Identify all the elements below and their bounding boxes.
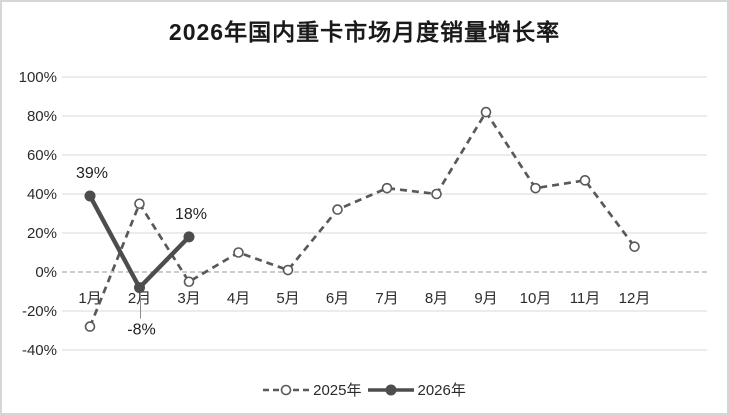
legend-label-2026: 2026年 (417, 382, 466, 399)
y-axis-tick-label: -20% (22, 303, 57, 320)
chart-legend: 2025年 2026年 (2, 379, 727, 400)
y-axis-tick-label: 20% (27, 225, 57, 242)
x-axis-tick-label: 12月 (619, 290, 651, 307)
y-axis-tick-label: 80% (27, 108, 57, 125)
data-point-marker (431, 188, 442, 200)
y-axis-tick-label: 40% (27, 186, 57, 203)
x-axis-tick-label: 3月 (177, 290, 200, 307)
data-point-marker (530, 182, 541, 194)
data-point-marker (282, 264, 294, 276)
data-point-marker (84, 321, 96, 332)
data-label: -8% (127, 322, 155, 339)
x-axis-tick-label: 2月 (128, 290, 151, 307)
data-point-marker (480, 106, 492, 118)
data-point-marker (183, 231, 195, 243)
data-point-marker (134, 282, 145, 294)
x-axis-tick-label: 4月 (227, 290, 250, 307)
x-axis-tick-label: 7月 (375, 290, 398, 307)
y-axis-tick-label: 100% (19, 69, 57, 86)
data-point-marker (84, 190, 96, 202)
series-line-2025年 (88, 110, 636, 328)
legend-item-2025: 2025年 (263, 379, 362, 400)
data-point-marker (134, 198, 145, 210)
x-axis-tick-label: 1月 (78, 290, 101, 307)
solid-line-filled-circle-icon (367, 384, 414, 395)
data-point-marker (183, 276, 195, 288)
y-axis-tick-label: -40% (22, 342, 57, 359)
dashed-line-open-circle-icon (263, 384, 310, 395)
x-axis-tick-label: 9月 (474, 290, 497, 307)
data-point-marker (332, 204, 343, 215)
data-point-marker (579, 175, 591, 186)
x-axis-tick-label: 8月 (425, 290, 448, 307)
chart-title: 2026年国内重卡市场月度销量增长率 (168, 19, 561, 45)
data-point-marker (233, 247, 244, 258)
y-axis-tick-label: 60% (27, 147, 57, 164)
x-axis-tick-label: 11月 (570, 290, 601, 307)
x-axis-tick-label: 6月 (326, 290, 349, 307)
data-label: 18% (175, 206, 207, 223)
data-label: 39% (76, 165, 108, 182)
y-axis-tick-label: 0% (35, 264, 57, 281)
data-point-marker (381, 182, 393, 194)
data-point-marker (629, 241, 640, 252)
legend-label-2025: 2025年 (313, 382, 362, 399)
x-axis-tick-label: 10月 (520, 290, 552, 307)
legend-item-2026: 2026年 (367, 379, 466, 400)
x-axis-tick-label: 5月 (276, 290, 299, 307)
